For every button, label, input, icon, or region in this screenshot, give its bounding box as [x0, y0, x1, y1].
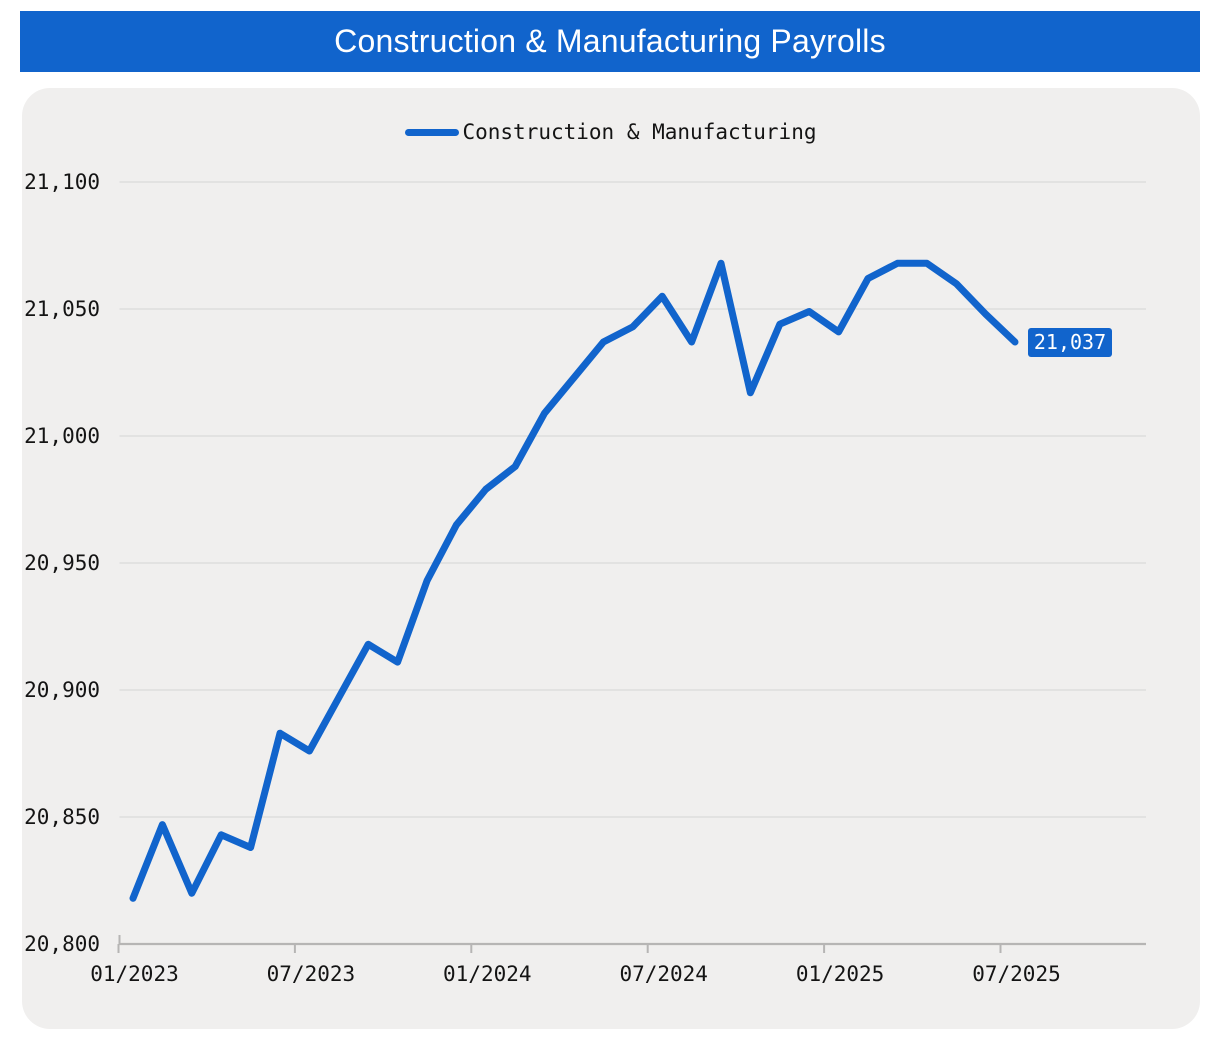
x-axis-tick-label: 07/2023	[267, 962, 356, 986]
y-axis-tick-label: 20,850	[24, 805, 100, 829]
payrolls-line	[129, 259, 1019, 902]
page-title: Construction & Manufacturing Payrolls	[334, 23, 886, 59]
legend-line-swatch	[405, 128, 460, 136]
x-axis-tick-label: 07/2025	[972, 962, 1061, 986]
legend-label: Construction & Manufacturing	[462, 120, 816, 144]
y-axis-tick-label: 20,800	[24, 932, 100, 956]
last-value-label-box	[1028, 328, 1112, 357]
x-axis-tick-label: 07/2024	[619, 962, 708, 986]
y-axis-tick-label: 21,100	[24, 170, 100, 194]
plot-area[interactable]	[120, 110, 1147, 944]
x-axis-tick-label: 01/2023	[90, 962, 179, 986]
header-bar: Construction & Manufacturing Payrolls	[20, 11, 1200, 72]
last-value-label: 21,037	[1034, 330, 1106, 354]
legend: Construction & Manufacturing	[22, 120, 1200, 144]
y-axis-tick-label: 21,000	[24, 424, 100, 448]
y-axis-tick-label: 20,900	[24, 678, 100, 702]
y-axis-tick-label: 20,950	[24, 551, 100, 575]
y-axis-tick-label: 21,050	[24, 297, 100, 321]
x-axis-tick-label: 01/2025	[796, 962, 885, 986]
x-axis-tick-label: 01/2024	[443, 962, 532, 986]
chart-card: Construction & Manufacturing	[22, 88, 1200, 1029]
